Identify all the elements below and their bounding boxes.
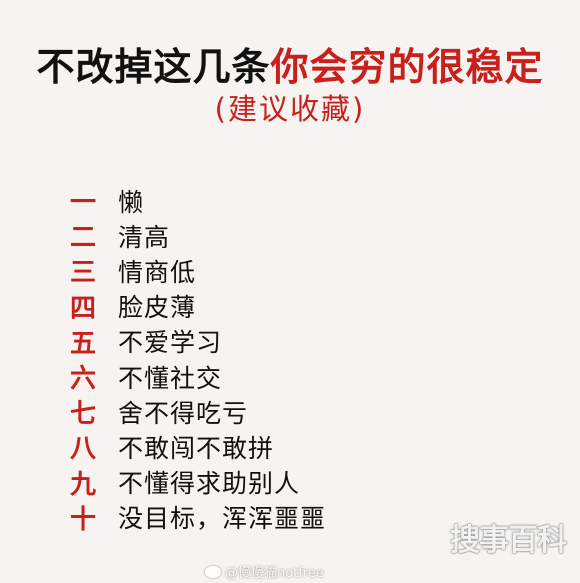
title-black-part: 不改掉这几条 [36,45,271,89]
list-item: 八 不敢闯不敢拼 [70,429,400,465]
list-item: 四 脸皮薄 [70,289,400,324]
title-red-part: 你会穷的很稳定 [270,45,544,89]
weibo-icon [205,565,221,578]
list-item-number: 三 [70,258,97,289]
list-item: 六 不懂社交 [70,359,400,395]
habit-list: 一 懒 二 清高 三 情商低 四 脸皮薄 五 不爱学习 六 不懂社交 七 舍不得… [70,183,400,535]
weibo-watermark: @慢慢猫notfree [205,562,324,581]
list-item: 九 不懂得求助别人 [70,465,400,500]
page-title: 不改掉这几条你会穷的很稳定 [0,43,580,91]
list-item: 十 没目标，浑浑噩噩 [70,500,400,535]
list-item-text: 懒 [118,187,145,217]
list-item-number: 四 [70,293,97,324]
list-item-text: 情商低 [118,257,197,287]
list-item-text: 清高 [118,222,171,252]
list-item-number: 八 [70,434,97,465]
list-item-text: 不懂社交 [118,363,223,393]
list-item-text: 不懂得求助别人 [118,469,301,499]
page-subtitle: (建议收藏) [214,92,366,126]
list-item-text: 脸皮薄 [118,293,197,323]
list-item-number: 十 [70,504,97,535]
list-item: 五 不爱学习 [70,324,400,359]
list-item-text: 舍不得吃亏 [118,398,249,428]
list-item-number: 一 [70,188,97,219]
list-item: 三 情商低 [70,253,400,289]
list-item: 二 清高 [70,218,400,254]
watermark-logo: 搜事百科 [450,523,567,558]
list-item-text: 不敢闯不敢拼 [118,433,275,463]
list-item-number: 七 [70,399,97,430]
list-item-number: 六 [70,364,97,395]
list-item-number: 九 [70,469,97,500]
list-item: 七 舍不得吃亏 [70,394,400,430]
list-item-number: 五 [70,328,97,359]
list-item: 一 懒 [70,183,400,219]
list-item-text: 不爱学习 [118,328,223,358]
weibo-handle: @慢慢猫notfree [225,566,324,581]
list-item-number: 二 [70,223,97,254]
list-item-text: 没目标，浑浑噩噩 [118,504,327,534]
